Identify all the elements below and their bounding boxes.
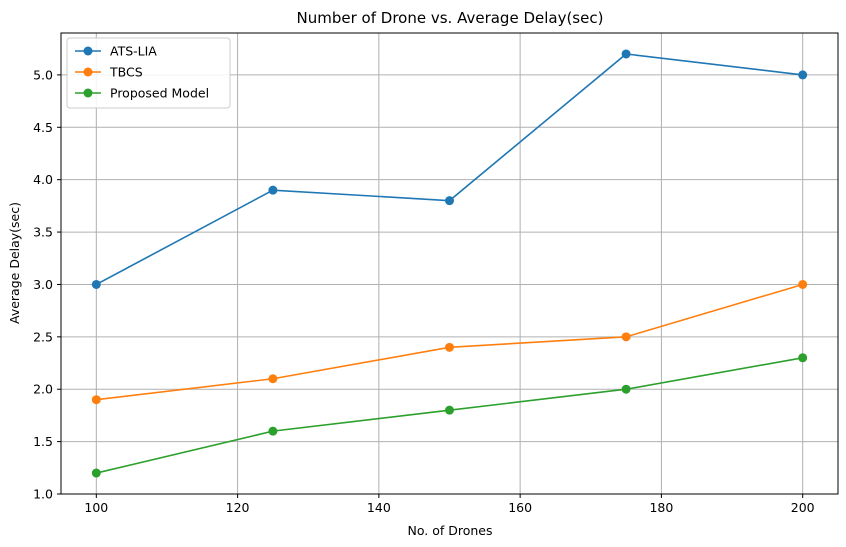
data-point [268,185,278,195]
legend-label: Proposed Model [110,86,209,101]
legend: ATS-LIA TBCS Proposed Model [66,37,231,109]
legend-item: TBCS [75,65,143,80]
y-tick-label: 4.5 [33,120,53,135]
x-tick-label: 180 [649,500,673,515]
y-tick-label: 1.5 [33,434,53,449]
series-tbcs [91,279,808,405]
y-tick-label: 3.0 [33,277,53,292]
data-point [268,426,278,436]
y-tick-label: 1.0 [33,487,53,502]
data-point [268,374,278,384]
y-tick-label: 4.0 [33,172,53,187]
legend-box [66,37,231,109]
x-tick-label: 100 [84,500,108,515]
series-layer [91,49,808,478]
y-tick-label: 5.0 [33,67,53,82]
x-tick-label: 200 [791,500,815,515]
series-ats-lia [91,49,808,289]
x-axis-ticks: 100 120 140 160 180 200 [84,494,815,515]
data-point [91,395,101,405]
series-proposed-model [91,353,808,478]
data-point [798,279,808,289]
data-point [91,468,101,478]
legend-marker [83,46,93,56]
data-point [445,342,454,352]
data-point [798,70,808,80]
legend-marker [83,67,93,77]
data-point [798,353,808,363]
y-tick-label: 2.5 [33,329,53,344]
legend-label: TBCS [109,65,143,80]
x-tick-label: 140 [367,500,391,515]
x-axis-title: No. of Drones [407,523,492,538]
legend-marker [83,88,93,98]
legend-item: Proposed Model [75,86,209,101]
data-point [91,279,101,289]
data-point [445,405,454,415]
data-point [445,196,454,206]
y-axis-ticks: 1.0 1.5 2.0 2.5 3.0 3.5 4.0 4.5 5.0 [33,67,61,502]
x-tick-label: 160 [508,500,532,515]
plot-area-frame [60,32,839,495]
legend-label: ATS-LIA [110,44,157,59]
data-point [621,49,631,59]
y-tick-label: 2.0 [33,382,53,397]
x-tick-label: 120 [226,500,250,515]
chart-title: Number of Drone vs. Average Delay(sec) [297,9,604,27]
data-point [621,332,631,342]
legend-item: ATS-LIA [75,44,157,59]
data-point [621,384,631,394]
y-axis-title: Average Delay(sec) [7,202,22,324]
y-tick-label: 3.5 [33,225,53,240]
